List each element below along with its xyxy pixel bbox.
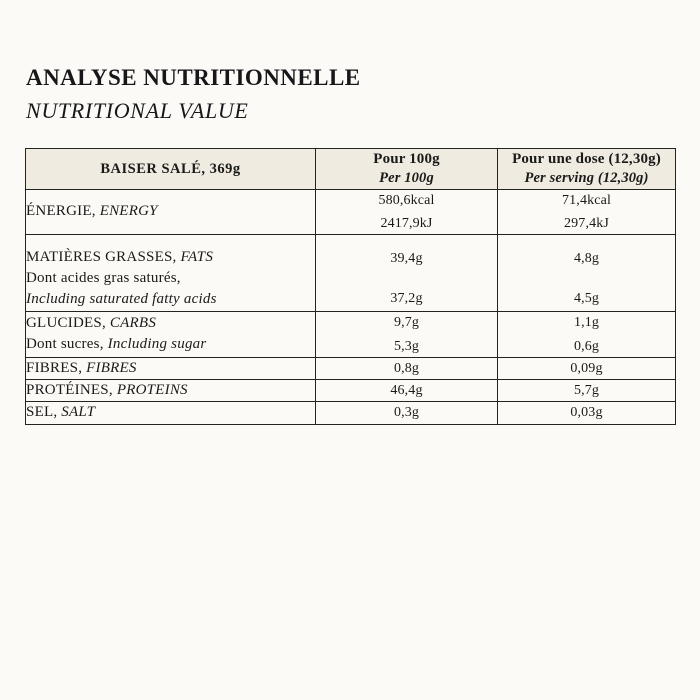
nutrient-label-energy: ÉNERGIE, ENERGY: [25, 188, 316, 235]
value-line: 5,3g: [393, 338, 420, 354]
value-line: 39,4g: [390, 250, 423, 266]
label-fr: ÉNERGIE,: [26, 203, 100, 220]
value-line: 0,03g: [570, 405, 603, 421]
nutrient-label-secondary-en: Including saturated fatty acids: [26, 289, 315, 310]
table-body: ÉNERGIE, ENERGY 580,6kcal 2417,9kJ 71,4kcal…: [25, 188, 676, 425]
nutrient-label-secondary-fr: Dont acides gras saturés,: [26, 268, 315, 289]
label-en: FIBRES: [86, 359, 137, 376]
label-fr: GLUCIDES,: [26, 314, 110, 331]
product-name: BAISER SALÉ, 369g: [100, 161, 241, 178]
per-serving-label-en: Per serving (12,30g): [524, 170, 649, 187]
label-en: FATS: [180, 248, 214, 265]
table-row: FIBRES, FIBRES 0,8g 0,09g: [25, 356, 676, 380]
value-per-100g-carbs: 9,7g 5,3g: [315, 310, 498, 358]
nutrient-label-primary: SEL, SALT: [26, 402, 315, 423]
value-line: 0,6g: [573, 338, 600, 354]
nutrient-label-carbs: GLUCIDES, CARBS Dont sucres, Including su…: [25, 310, 316, 358]
value-line: 4,5g: [573, 290, 600, 306]
label-en-2: Including saturated fatty acids: [26, 291, 217, 308]
label-en: SALT: [61, 404, 96, 421]
table-header: BAISER SALÉ, 369g Pour 100g Per 100g Pou…: [25, 148, 676, 190]
value-per-serving-carbs: 1,1g 0,6g: [497, 310, 676, 358]
nutrition-table: BAISER SALÉ, 369g Pour 100g Per 100g Pou…: [25, 148, 676, 425]
label-fr: PROTÉINES,: [26, 382, 117, 398]
per-100g-label-fr: Pour 100g: [373, 151, 440, 167]
value-per-serving-fats: 4,8g 4,5g: [497, 233, 676, 312]
value-per-100g-energy: 580,6kcal 2417,9kJ: [315, 188, 498, 235]
nutrient-label-primary: ÉNERGIE, ENERGY: [26, 201, 315, 222]
label-fr: SEL,: [26, 404, 62, 421]
label-fr: MATIÈRES GRASSES,: [26, 248, 181, 265]
nutrient-label-primary: PROTÉINES, PROTEINS: [26, 380, 315, 401]
label-fr-2: Dont sucres,: [26, 336, 108, 353]
value-per-serving-salt: 0,03g: [497, 401, 676, 425]
per-serving-label-fr: Pour une dose (12,30g): [512, 151, 661, 167]
nutrient-label-secondary: Dont sucres, Including sugar: [26, 334, 315, 355]
nutrient-label-salt: SEL, SALT: [25, 401, 316, 425]
value-line: 0,09g: [570, 360, 603, 376]
value-line: 37,2g: [390, 290, 423, 306]
value-line: 297,4kJ: [564, 215, 609, 231]
value-line: 71,4kcal: [562, 192, 611, 208]
value-line: 9,7g: [393, 314, 420, 330]
table-row: GLUCIDES, CARBS Dont sucres, Including su…: [25, 310, 676, 358]
value-per-serving-energy: 71,4kcal 297,4kJ: [497, 188, 676, 235]
nutrient-label-fats: MATIÈRES GRASSES, FATS Dont acides gras s…: [25, 233, 316, 312]
nutrient-label-primary: MATIÈRES GRASSES, FATS: [26, 247, 315, 268]
value-line: 2417,9kJ: [380, 215, 433, 231]
value-line: 0,3g: [393, 405, 420, 421]
value-line: 5,7g: [573, 383, 600, 399]
value-per-serving-fibres: 0,09g: [497, 356, 676, 380]
label-fr: FIBRES,: [26, 359, 87, 376]
value-per-100g-proteins: 46,4g: [315, 378, 498, 402]
per-100g-label-en: Per 100g: [379, 170, 434, 187]
nutrient-label-proteins: PROTÉINES, PROTEINS: [25, 378, 316, 402]
value-line: 0,8g: [393, 360, 420, 376]
value-per-100g-fats: 39,4g 37,2g: [315, 233, 498, 312]
label-fr-2: Dont acides gras saturés,: [26, 270, 181, 287]
label-en: ENERGY: [99, 203, 158, 220]
table-row: SEL, SALT 0,3g 0,03g: [25, 401, 676, 425]
page-title-block: ANALYSE NUTRITIONNELLE NUTRITIONAL VALUE: [26, 64, 646, 125]
nutrient-label-primary: GLUCIDES, CARBS: [26, 313, 315, 334]
table-row: ÉNERGIE, ENERGY 580,6kcal 2417,9kJ 71,4kcal…: [25, 188, 676, 235]
value-per-100g-fibres: 0,8g: [315, 356, 498, 380]
value-per-100g-salt: 0,3g: [315, 401, 498, 425]
table-row: PROTÉINES, PROTEINS 46,4g 5,7g: [25, 378, 676, 402]
column-header-per-100g: Pour 100g Per 100g: [315, 148, 498, 190]
table-row: MATIÈRES GRASSES, FATS Dont acides gras s…: [25, 233, 676, 312]
value-line: 1,1g: [573, 314, 600, 330]
value-line: 580,6kcal: [378, 192, 435, 208]
page-title: ANALYSE NUTRITIONNELLE: [26, 65, 361, 90]
column-header-product: BAISER SALÉ, 369g: [25, 148, 316, 190]
table-header-row: BAISER SALÉ, 369g Pour 100g Per 100g Pou…: [25, 148, 676, 190]
label-en: PROTEINS: [116, 382, 188, 398]
page-subtitle: NUTRITIONAL VALUE: [26, 97, 249, 123]
nutrient-label-fibres: FIBRES, FIBRES: [25, 356, 316, 380]
column-header-per-serving: Pour une dose (12,30g) Per serving (12,3…: [497, 148, 676, 190]
label-en: CARBS: [109, 314, 157, 331]
value-line: 4,8g: [573, 250, 600, 266]
value-per-serving-proteins: 5,7g: [497, 378, 676, 402]
nutrient-label-primary: FIBRES, FIBRES: [26, 358, 315, 379]
label-en-2: Including sugar: [107, 336, 207, 353]
value-line: 46,4g: [390, 383, 423, 399]
